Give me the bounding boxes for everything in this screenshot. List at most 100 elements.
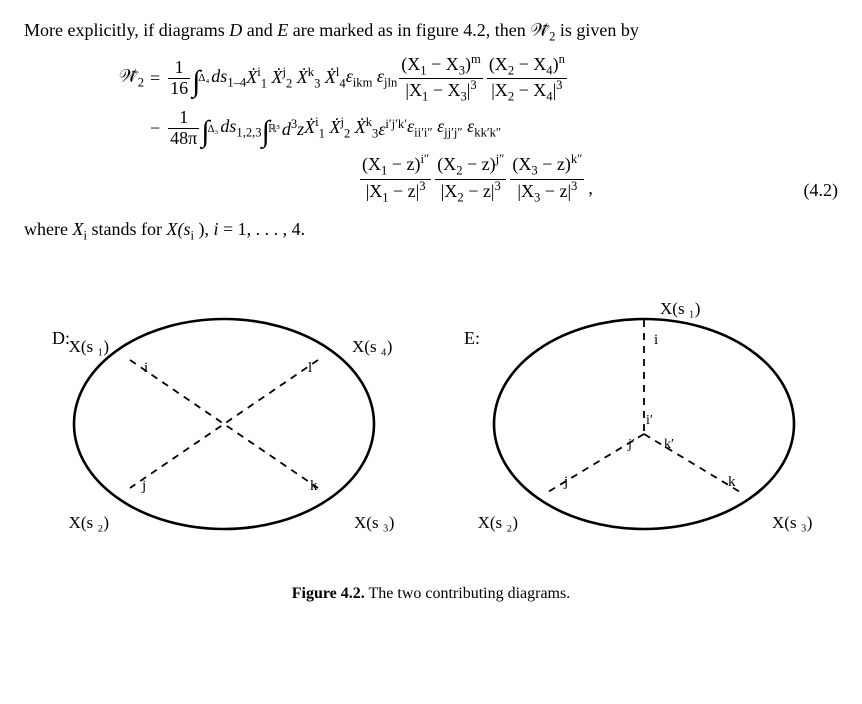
g3db: − z| [540, 181, 571, 201]
X3-sub: 3 [314, 76, 320, 90]
g2na: (X [437, 154, 456, 174]
intro-E: E [277, 20, 288, 40]
E-center-kp: k′ [664, 437, 674, 452]
D-p3-label: X(s ₃) [354, 513, 394, 532]
g2dsup: 3 [494, 179, 500, 193]
caption-rest: The two contributing diagrams. [365, 585, 570, 602]
coef2-den: 48π [168, 129, 199, 149]
eps2-sub: jln [384, 75, 397, 89]
eq-line-1: 𝒲̃2 = 1 16 ∫Δ₄ ds1–4 Ẋi1 Ẋj2 Ẋk3 Ẋl4 εik… [98, 53, 778, 105]
coef2-num: 1 [177, 108, 190, 128]
f2dsup: 3 [556, 78, 562, 92]
g1db: − z| [389, 181, 420, 201]
ds123: ds [220, 116, 236, 136]
eps1-sub: ikm [353, 75, 373, 89]
equation-number: (4.2) [778, 60, 838, 201]
g2nb: − z) [462, 154, 495, 174]
E-p3-label: X(s ₃) [772, 513, 812, 532]
eq-line-3: (X1 − z)i″ |X1 − z|3 (X2 − z)j″ |X2 − z|… [98, 153, 778, 205]
intro-b: and [247, 20, 278, 40]
g2db: − z| [464, 181, 495, 201]
g3dsup: 3 [571, 179, 577, 193]
E-center-jp: j′ [627, 437, 635, 452]
X4dot: Ẋ [325, 67, 336, 87]
lhs-W: 𝒲̃ [119, 66, 138, 86]
spoke-E-2 [644, 434, 740, 492]
figure-svg: D:X(s ₁)iX(s ₄)lX(s ₂)jX(s ₃)kE:X(s ₁)iX… [24, 264, 838, 564]
X2dot-b: Ẋ [329, 117, 340, 137]
coef1-den: 16 [168, 79, 190, 99]
label-D: D: [52, 328, 70, 348]
eq-line-2: − 1 48π ∫Δ₃ ds1,2,3 ∫ℝ³ d3z Ẋi1 Ẋj2 Ẋk3 … [98, 108, 778, 149]
g1da: |X [366, 181, 383, 201]
equation-block: 𝒲̃2 = 1 16 ∫Δ₄ ds1–4 Ẋi1 Ẋj2 Ẋk3 Ẋl4 εik… [24, 53, 838, 209]
E-p2-label: X(s ₂) [478, 513, 518, 532]
eps1: ε [346, 66, 353, 86]
D-p1-inner: i [144, 360, 148, 376]
g3sup: k″ [571, 152, 583, 166]
g3nb: − z) [538, 154, 571, 174]
coef1-num: 1 [173, 58, 186, 78]
f1dsup: 3 [470, 78, 476, 92]
f1na: (X [401, 54, 420, 74]
after-a: where [24, 219, 72, 239]
int-delta3-sub: Δ₃ [207, 123, 218, 135]
equals: = [144, 69, 166, 89]
eps2: ε [377, 66, 384, 86]
after-Xi-sub: i [83, 229, 87, 243]
after-Xi: X [72, 219, 83, 239]
X1-sub: 1 [261, 76, 267, 90]
figure-caption: Figure 4.2. The two contributing diagram… [24, 585, 838, 603]
g3na: (X [512, 154, 531, 174]
g1na: (X [362, 154, 381, 174]
f2da: |X [491, 80, 508, 100]
D-p4-label: X(s ₄) [352, 337, 392, 356]
b-X2sub: 2 [344, 127, 350, 141]
f1sup: m [471, 52, 481, 66]
b-X1sub: 1 [319, 127, 325, 141]
after-Xsi: X(s [166, 219, 190, 239]
after-i: i [213, 219, 218, 239]
g2da: |X [441, 181, 458, 201]
g1nb: − z) [387, 154, 420, 174]
g2sup: j″ [496, 152, 505, 166]
X1dot-b: Ẋ [304, 117, 315, 137]
X3dot-b: Ẋ [355, 117, 366, 137]
trailing-comma: , [586, 179, 593, 205]
d3z-d: d [282, 119, 291, 139]
intro-W-sub: 2 [549, 30, 555, 44]
E-p1-label: X(s ₁) [660, 299, 700, 318]
intro-D: D [229, 20, 242, 40]
D-p4-inner: l [308, 360, 312, 376]
after-b: stands for [91, 219, 166, 239]
intro-W: 𝒲̃ [530, 20, 549, 40]
ds14: ds [211, 66, 227, 86]
figure-4-2: D:X(s ₁)iX(s ₄)lX(s ₂)jX(s ₃)kE:X(s ₁)iX… [24, 264, 838, 569]
X3dot: Ẋ [297, 67, 308, 87]
E-p2-inner: j [563, 474, 568, 490]
D-p1-label: X(s ₁) [69, 337, 109, 356]
int-delta4-sub: Δ₄ [198, 72, 209, 84]
caption-bold: Figure 4.2. [292, 585, 365, 602]
g1sup: i″ [420, 152, 429, 166]
f1da: |X [405, 80, 422, 100]
minus: − [144, 119, 166, 139]
f2na: (X [489, 54, 508, 74]
frac-X3z: (X3 − z)k″ |X3 − z|3 [510, 153, 584, 205]
D-p3-inner: k [310, 478, 318, 494]
f1db: − X [428, 80, 460, 100]
coef-1-16: 1 16 [168, 58, 190, 99]
intro-c: are marked as in figure 4.2, then [293, 20, 530, 40]
f2sup: n [559, 52, 565, 66]
f1nb: − X [427, 54, 459, 74]
ellipse-D [74, 319, 374, 529]
X1dot: Ẋ [246, 67, 257, 87]
after-d: = 1, . . . , 4. [223, 219, 305, 239]
D-p2-label: X(s ₂) [69, 513, 109, 532]
eps-jj-sub: jj′j″ [444, 126, 463, 140]
after-c: ), [198, 219, 213, 239]
frac-X1X3: (X1 − X3)m |X1 − X3|3 [399, 53, 483, 105]
after-paragraph: where Xi stands for X(si ), i = 1, . . .… [24, 219, 838, 244]
eps-sup-idx: i′j′k′ [385, 117, 407, 131]
E-p3-inner: k [728, 474, 736, 490]
